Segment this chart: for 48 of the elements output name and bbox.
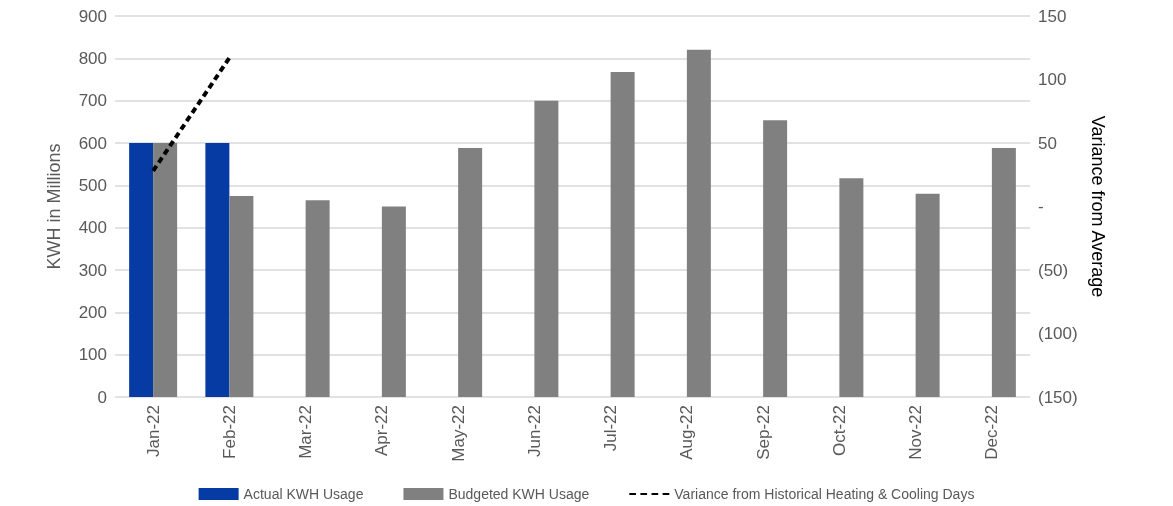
- bar: [129, 143, 154, 397]
- bar: [991, 148, 1016, 397]
- legend-label: Budgeted KWH Usage: [448, 486, 590, 502]
- y-tick-label: 200: [78, 302, 107, 322]
- y-tick-label: 400: [78, 218, 107, 238]
- bar: [229, 195, 254, 397]
- x-tick-label: Jul-22: [601, 405, 621, 452]
- y-tick-label: 800: [78, 48, 107, 68]
- x-tick-label: Mar-22: [296, 405, 316, 459]
- bar: [534, 100, 559, 397]
- y2-tick-label: (150): [1038, 387, 1078, 407]
- x-tick-label: Jun-22: [524, 405, 544, 457]
- y-tick-label: 0: [97, 387, 107, 407]
- y2-tick-label: 150: [1038, 6, 1067, 26]
- y-tick-label: 700: [78, 91, 107, 111]
- bar: [610, 71, 635, 397]
- bar: [153, 143, 178, 397]
- y2-tick-label: -: [1038, 197, 1044, 216]
- bar: [686, 49, 711, 397]
- y-tick-label: 600: [78, 133, 107, 153]
- x-tick-label: Aug-22: [677, 405, 697, 460]
- x-tick-label: Nov-22: [906, 405, 926, 460]
- bar: [458, 148, 483, 397]
- bar: [763, 120, 788, 397]
- y-tick-label: 900: [78, 6, 107, 26]
- bar: [381, 206, 406, 397]
- y2-tick-label: (50): [1038, 260, 1069, 280]
- y2-tick-label: (100): [1038, 324, 1078, 343]
- y-tick-label: 100: [78, 345, 107, 365]
- bar: [915, 193, 940, 397]
- y-tick-label: 500: [78, 175, 107, 195]
- bar: [839, 178, 864, 397]
- x-tick-label: Feb-22: [219, 405, 239, 459]
- x-tick-label: Jan-22: [143, 405, 163, 457]
- x-tick-label: Apr-22: [372, 405, 392, 457]
- y2-axis-title: Variance from Average: [1087, 115, 1108, 298]
- y-axis-title: KWH in Millions: [44, 143, 64, 270]
- legend-label: Variance from Historical Heating & Cooling Days: [674, 486, 975, 502]
- legend-label: Actual KWH Usage: [243, 486, 364, 502]
- x-tick-label: Sep-22: [753, 405, 773, 460]
- bar: [305, 200, 330, 397]
- x-tick-label: Dec-22: [982, 405, 1002, 460]
- bar: [205, 143, 230, 397]
- x-tick-label: Oct-22: [829, 405, 849, 457]
- y2-tick-label: 100: [1038, 70, 1067, 89]
- y-tick-label: 300: [78, 260, 107, 280]
- x-tick-label: May-22: [448, 405, 468, 462]
- y2-tick-label: 50: [1038, 133, 1057, 153]
